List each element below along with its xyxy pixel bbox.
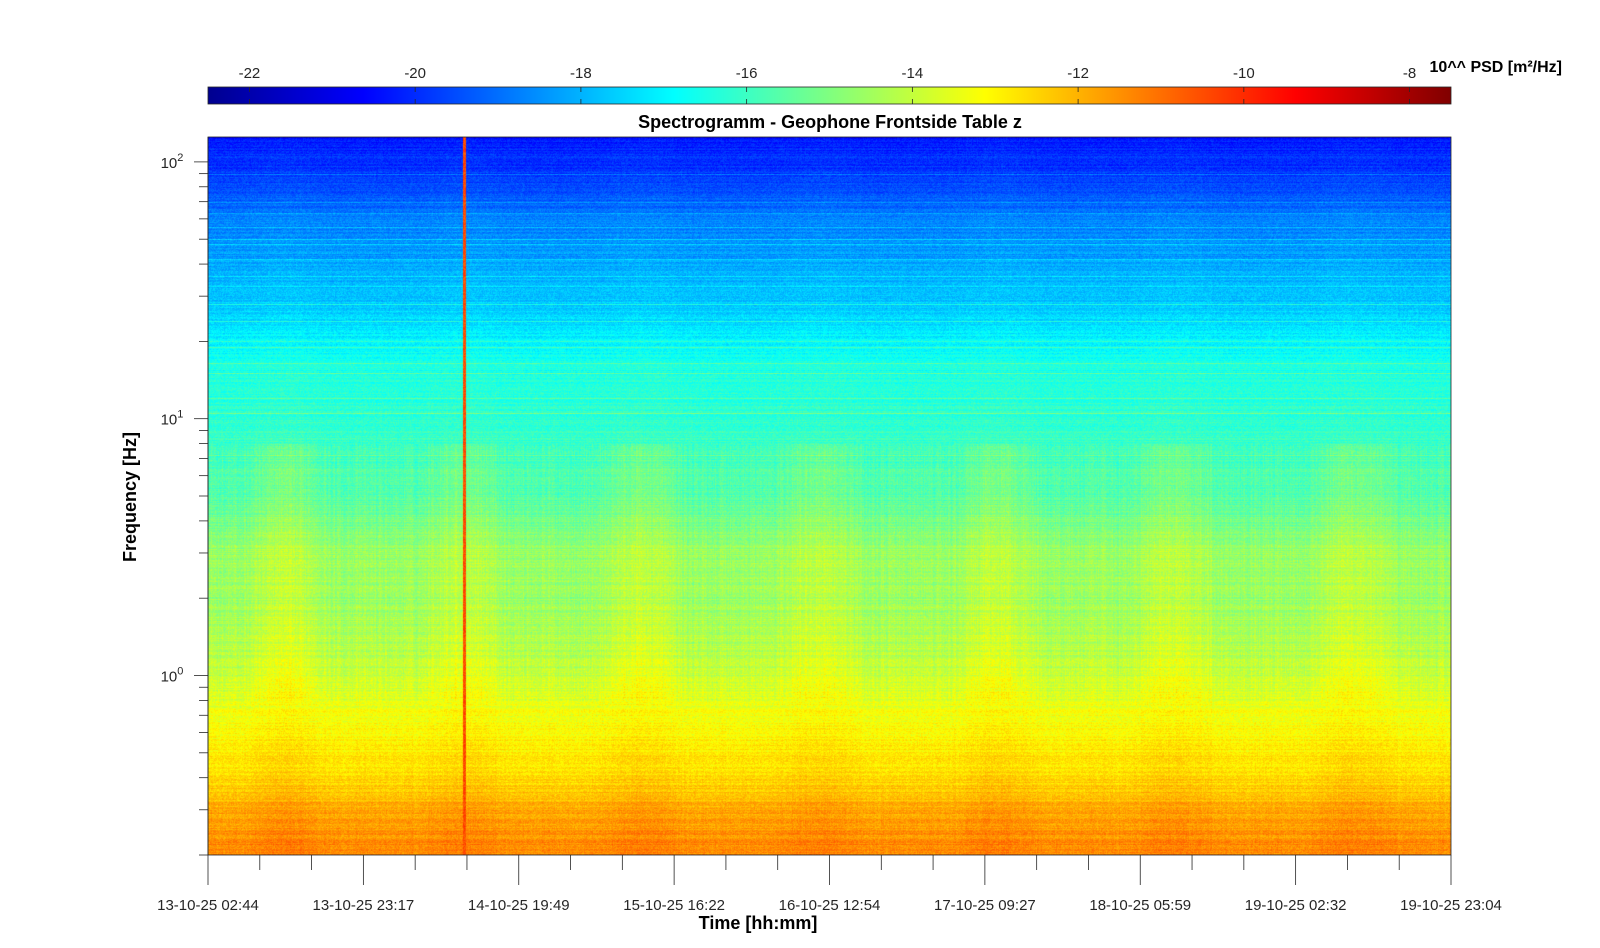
x-tick-label: 13-10-25 02:44: [157, 897, 259, 914]
x-tick-label: 15-10-25 16:22: [623, 897, 725, 914]
colorbar-tick-label: -20: [404, 65, 426, 82]
x-tick-label: 16-10-25 12:54: [779, 897, 881, 914]
colorbar-tick-label: -10: [1233, 65, 1255, 82]
colorbar-ticks: -22 -20 -18 -16 -14 -12 -10 -8: [239, 65, 1416, 104]
y-axis: 100 101 102: [161, 137, 209, 856]
x-axis: 13-10-25 02:44 13-10-25 23:17 14-10-25 19:…: [157, 855, 1502, 914]
colorbar-label: 10^^ PSD [m²/Hz]: [1430, 59, 1562, 76]
x-tick-label: 19-10-25 02:32: [1245, 897, 1347, 914]
spectrogram-image: [208, 137, 1451, 855]
colorbar-tick-label: -14: [902, 65, 924, 82]
colorbar-tick-label: -12: [1067, 65, 1089, 82]
x-tick-label: 14-10-25 19:49: [468, 897, 570, 914]
y-axis-title: Frequency [Hz]: [120, 432, 140, 562]
plot-area: [207, 136, 1452, 856]
chart-title: Spectrogramm - Geophone Frontside Table …: [638, 112, 1022, 132]
y-tick-label: 102: [161, 152, 184, 172]
colorbar: -22 -20 -18 -16 -14 -12 -10 -8 10^^ PSD [m²/Hz]: [207, 59, 1562, 105]
y-tick-label: 101: [161, 409, 184, 429]
colorbar-strip: [207, 86, 1452, 105]
colorbar-tick-label: -8: [1403, 65, 1416, 82]
x-tick-label: 17-10-25 09:27: [934, 897, 1036, 914]
x-tick-label: 13-10-25 23:17: [313, 897, 415, 914]
spectrogram-image-wrapper: [208, 137, 1451, 855]
colorbar-tick-label: -18: [570, 65, 592, 82]
y-tick-label: 100: [161, 666, 184, 686]
x-axis-title: Time [hh:mm]: [699, 913, 818, 933]
colorbar-tick-label: -16: [736, 65, 758, 82]
colorbar-tick-label: -22: [239, 65, 261, 82]
x-tick-label: 19-10-25 23:04: [1400, 897, 1502, 914]
x-tick-label: 18-10-25 05:59: [1089, 897, 1191, 914]
